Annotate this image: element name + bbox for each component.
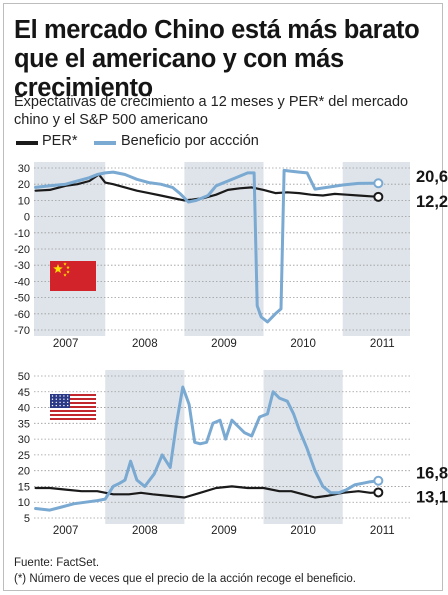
x-tick-label: 2007 [53, 525, 79, 537]
eps-series-line [34, 168, 380, 324]
x-tick-label: 2010 [290, 338, 316, 350]
per-end-marker [373, 191, 384, 202]
y-tick-label: 30 [18, 163, 30, 175]
china-flag-small-star [63, 273, 67, 277]
usa-flag-star [55, 398, 57, 400]
x-tick-label: 2007 [53, 338, 79, 350]
china-flag-big-star [53, 264, 63, 274]
usa-flag-star [59, 404, 61, 407]
usa-flag-stripe [50, 418, 96, 420]
legend-eps-label: Beneficio por accción [121, 133, 259, 149]
usa-flag-stripe [50, 410, 96, 412]
usa-flag-stripe [50, 394, 96, 396]
usa-flag-stripe [50, 406, 96, 408]
usa-flag-stripe [50, 402, 96, 404]
usa-flag-star [63, 398, 65, 400]
headline: El mercado Chino está más barato que el … [14, 16, 420, 102]
usa-flag-star [51, 395, 54, 397]
china-flag-small-star [66, 265, 70, 269]
y-tick-label: 20 [18, 466, 30, 478]
usa-flag-star [51, 404, 54, 407]
china-flag-icon [50, 261, 96, 291]
usa-flag-star [55, 404, 57, 407]
usa-flag-star [59, 401, 61, 404]
y-tick-label: 20 [18, 179, 30, 191]
x-tick-label: 2011 [370, 525, 395, 537]
usa-flag-star [51, 401, 54, 404]
usa-flag-star [51, 398, 54, 400]
x-tick-label: 2008 [132, 525, 158, 537]
usa-flag-star [63, 395, 65, 397]
subtitle: Expectativas de crecimiento a 12 meses y… [14, 94, 409, 128]
y-tick-label: -30 [14, 260, 30, 272]
y-tick-label: -10 [14, 228, 30, 240]
per-series-line [34, 485, 380, 499]
y-tick-label: 30 [18, 434, 30, 446]
usa-flag-star [67, 398, 69, 400]
usa-flag-stripe [50, 398, 96, 400]
usa-flag-star [67, 395, 69, 397]
eps-end-label: 16,8 [416, 465, 448, 483]
year-band [105, 370, 185, 524]
usa-flag-star [59, 398, 61, 400]
x-tick-label: 2010 [290, 525, 316, 537]
x-tick-label: 2011 [370, 338, 395, 350]
y-tick-label: 35 [18, 418, 30, 430]
eps-series-line [34, 385, 380, 512]
usa-flag-stripe [50, 414, 96, 416]
y-tick-label: 25 [18, 450, 30, 462]
y-tick-label: 10 [18, 195, 30, 207]
usa-flag-star [59, 395, 61, 397]
y-tick-label: 50 [18, 371, 30, 383]
per-end-marker [373, 487, 384, 498]
x-tick-label: 2009 [211, 338, 237, 350]
legend-per-swatch [16, 141, 38, 145]
legend-eps-swatch [94, 141, 116, 145]
china-flag-field [50, 261, 96, 291]
x-tick-label: 2008 [132, 338, 158, 350]
y-tick-label: 10 [18, 497, 30, 509]
usa-flag-star [55, 395, 57, 397]
eps-end-marker [373, 178, 384, 189]
usa-flag-canton [50, 394, 70, 408]
per-end-label: 13,1 [416, 489, 448, 507]
y-tick-label: 45 [18, 387, 30, 399]
per-end-label: 12,2 [416, 193, 448, 211]
eps-end-label: 20,6 [416, 168, 448, 186]
y-tick-label: 15 [18, 481, 30, 493]
y-tick-label: -20 [14, 244, 30, 256]
y-tick-label: 0 [24, 212, 30, 224]
y-tick-label: -70 [14, 325, 30, 337]
eps-end-marker [373, 475, 384, 486]
usa-flag-star [55, 401, 57, 404]
usa-flag-star [67, 404, 69, 407]
china-flag-small-star [63, 262, 67, 266]
source-note: Fuente: FactSet. [14, 557, 100, 569]
y-tick-label: -60 [14, 309, 30, 321]
y-tick-label: -50 [14, 293, 30, 305]
y-tick-label: 5 [24, 513, 30, 525]
usa-flag-star [63, 404, 65, 407]
legend-per-label: PER* [42, 133, 78, 149]
footnote: (*) Número de veces que el precio de la … [14, 573, 356, 585]
y-tick-label: -40 [14, 276, 30, 288]
x-tick-label: 2009 [211, 525, 237, 537]
usa-flag-star [67, 401, 69, 404]
chart-panel-usa: 50 45 40 35 30 25 20 15 10 5 2007 2008 2009 2010 2011 1… [18, 370, 448, 537]
y-tick-label: 40 [18, 403, 30, 415]
china-flag-small-star [66, 270, 70, 274]
usa-flag-icon [50, 394, 96, 420]
usa-flag-star [63, 401, 65, 404]
